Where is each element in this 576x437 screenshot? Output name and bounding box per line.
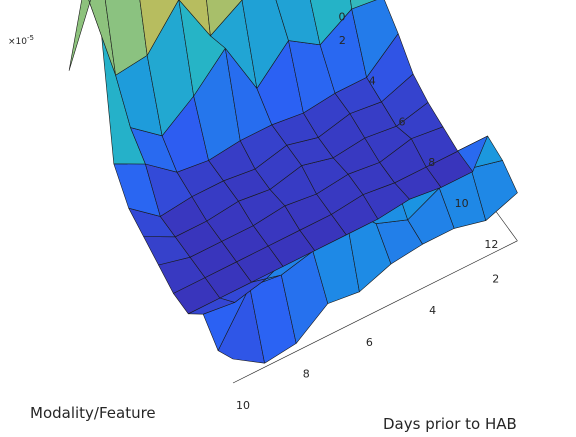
labels-group: ×10-5 Modality/Feature Days prior to HAB… — [8, 10, 517, 433]
z-tick-label: 0 — [339, 10, 346, 23]
surface-mesh — [68, 0, 518, 364]
y-tick-label: 12 — [484, 238, 498, 251]
x-tick-label: 2 — [492, 273, 499, 286]
surface-patch — [206, 0, 243, 37]
y-tick-label: 4 — [369, 75, 376, 88]
y-axis-label: Modality/Feature — [30, 404, 156, 422]
z-multiplier: ×10-5 — [8, 34, 34, 47]
x-tick-label: 8 — [303, 367, 310, 380]
y-tick-label: 8 — [428, 156, 435, 169]
x-axis-label: Days prior to HAB — [383, 415, 517, 433]
x-tick-label: 10 — [236, 399, 250, 412]
surface-patch — [139, 0, 179, 56]
surface-patch — [310, 0, 353, 46]
y-tick-label: 6 — [399, 115, 406, 128]
y-tick-label: 2 — [339, 34, 346, 47]
x-tick-label: 4 — [429, 304, 436, 317]
surface-patch — [350, 0, 377, 10]
x-tick-label: 6 — [366, 336, 373, 349]
y-tick-label: 10 — [455, 197, 469, 210]
surface-patch — [178, 0, 211, 37]
x-axis-line — [232, 240, 518, 384]
